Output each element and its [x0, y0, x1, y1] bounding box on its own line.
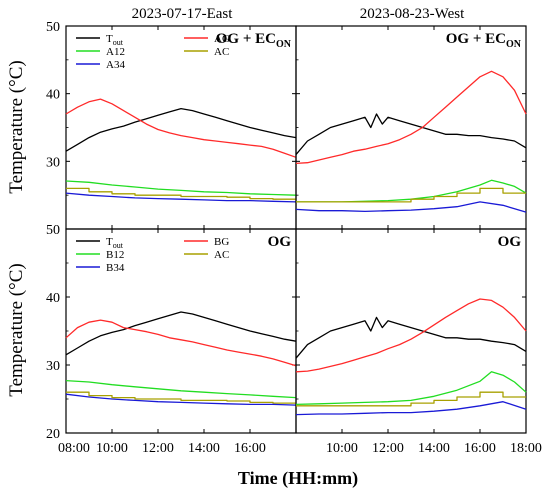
- series-line-ac: [296, 187, 526, 203]
- legend-label: Tout: [106, 236, 124, 250]
- panel-tag: OG + ECON: [216, 31, 292, 50]
- x-tick-label: 18:00: [510, 441, 542, 456]
- y-axis-label-bottom: Temperature (°C): [6, 263, 27, 396]
- legend-label: A34: [106, 59, 125, 71]
- x-tick-label: 16:00: [234, 441, 266, 456]
- series-line-a34: [65, 192, 297, 203]
- series-line-bg: [65, 319, 297, 367]
- col-title-left: 2023-07-17-East: [132, 6, 234, 22]
- y-tick-label: 30: [46, 155, 60, 170]
- legend-label: B34: [106, 262, 125, 274]
- x-tick-label: 16:00: [464, 441, 496, 456]
- panel-tag: OG: [498, 234, 522, 250]
- series-line-ag: [65, 98, 297, 158]
- y-axis-label-top: Temperature (°C): [6, 60, 27, 193]
- x-axis-label: Time (HH:mm): [238, 468, 358, 489]
- x-tick-label: 14:00: [188, 441, 220, 456]
- legend-label: A12: [106, 46, 125, 58]
- series-line-tout: [65, 311, 297, 356]
- series-line-tout: [295, 316, 527, 359]
- y-tick-label: 50: [46, 223, 60, 238]
- panel-tag: OG: [268, 234, 292, 250]
- x-tick-label: 12:00: [372, 441, 404, 456]
- series-line-tout: [65, 107, 297, 152]
- series-line-ac: [66, 187, 296, 200]
- series-line-b12: [295, 371, 527, 406]
- panel-4: 10:00 12:00 14:00 16:00 18:00 OG: [295, 228, 542, 456]
- series-line-a12: [65, 180, 297, 196]
- plots-layer: 50 40 30 OG + ECON Tout AG A12 AC A34 OG + ECON 08…: [46, 20, 542, 456]
- y-tick-label: 50: [46, 20, 60, 35]
- x-tick-label: 14:00: [418, 441, 450, 456]
- legend-label: BG: [214, 236, 229, 248]
- series-line-a34: [295, 201, 527, 213]
- series-line-ac: [296, 391, 526, 407]
- series-line-b12: [65, 379, 297, 399]
- y-tick-label: 20: [46, 427, 60, 442]
- legend-label: AC: [214, 46, 229, 58]
- panel-tag: OG + ECON: [446, 31, 522, 50]
- panel-1: 50 40 30 OG + ECON Tout AG A12 AC A34: [46, 20, 297, 230]
- y-tick-label: 30: [46, 359, 60, 374]
- x-tick-label: 12:00: [142, 441, 174, 456]
- y-tick-label: 40: [46, 291, 60, 306]
- series-line-b34: [295, 401, 527, 416]
- col-title-right: 2023-08-23-West: [360, 6, 465, 22]
- legend-label: B12: [106, 249, 124, 261]
- legend-label: AG: [214, 33, 230, 45]
- series-line-tout: [295, 113, 527, 156]
- series-line-ac: [66, 391, 296, 404]
- y-tick-label: 40: [46, 88, 60, 103]
- x-tick-label: 08:00: [58, 441, 90, 456]
- legend-label: Tout: [106, 33, 124, 47]
- x-tick-label: 10:00: [326, 441, 358, 456]
- legend-label: AC: [214, 249, 229, 261]
- series-line-b34: [65, 393, 297, 406]
- x-tick-label: 10:00: [96, 441, 128, 456]
- series-line-bg: [295, 298, 527, 373]
- panel-2: OG + ECON: [295, 25, 527, 230]
- series-line-ag: [295, 70, 527, 165]
